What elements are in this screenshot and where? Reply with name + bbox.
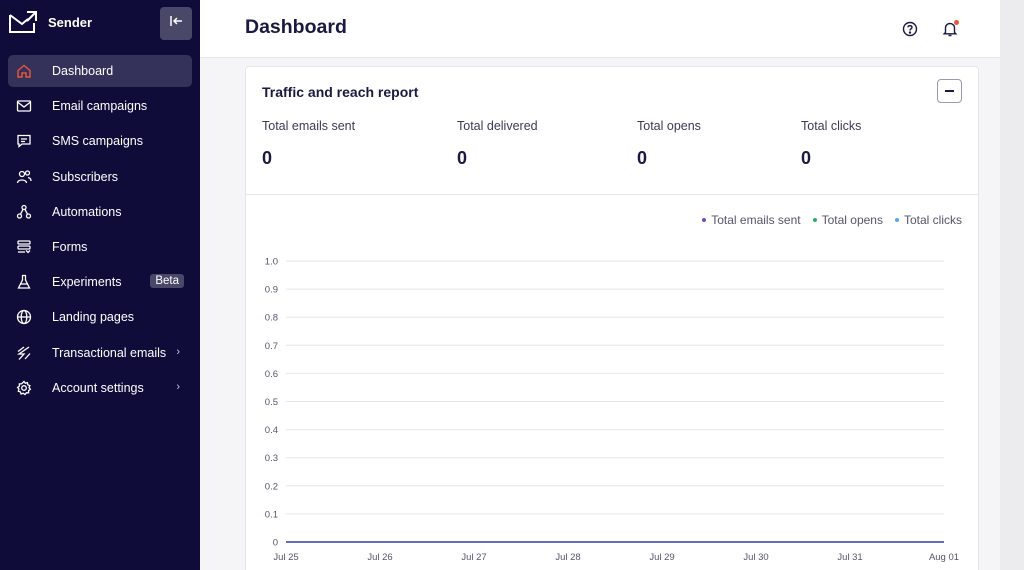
- brand-name: Sender: [48, 14, 93, 30]
- users-icon: [16, 169, 32, 185]
- y-tick-label: 0.1: [265, 509, 278, 520]
- card-title: Traffic and reach report: [262, 84, 419, 100]
- sidebar-nav: Dashboard Email campaigns SMS campaigns …: [8, 55, 192, 407]
- chart-legend: Total emails sent Total opens Total clic…: [702, 213, 962, 227]
- forms-icon: [16, 239, 32, 255]
- sidebar-item-label: Account settings: [52, 380, 144, 395]
- x-tick-label: Jul 26: [367, 552, 392, 563]
- sidebar-item-label: Transactional emails: [52, 345, 167, 360]
- lightning-icon: [16, 345, 32, 361]
- brand[interactable]: Sender: [8, 10, 92, 34]
- stat-total-delivered: Total delivered 0: [457, 119, 538, 169]
- legend-item-emails-sent[interactable]: Total emails sent: [702, 213, 801, 227]
- legend-item-clicks[interactable]: Total clicks: [894, 213, 962, 227]
- x-tick-label: Aug 01: [929, 552, 959, 563]
- sidebar-item-dashboard[interactable]: Dashboard: [8, 55, 192, 87]
- sidebar-item-sms-campaigns[interactable]: SMS campaigns: [8, 125, 192, 157]
- legend-dot: [702, 218, 707, 222]
- y-tick-label: 0.5: [265, 397, 278, 408]
- sidebar-item-label: Landing pages: [52, 310, 135, 325]
- stat-value: 0: [262, 148, 273, 168]
- workflow-icon: [16, 204, 32, 220]
- chat-icon: [16, 133, 32, 149]
- y-tick-label: 0.9: [265, 285, 278, 296]
- stat-value: 0: [457, 148, 468, 168]
- sidebar-item-landing-pages[interactable]: Landing pages: [8, 301, 192, 333]
- stat-label: Total clicks: [801, 119, 862, 133]
- bell-icon[interactable]: [940, 19, 960, 39]
- notification-dot: [954, 20, 959, 25]
- home-icon: [16, 63, 32, 79]
- sidebar-item-label: Email campaigns: [52, 99, 148, 114]
- sidebar-item-subscribers[interactable]: Subscribers: [8, 161, 192, 193]
- page-title: Dashboard: [245, 16, 347, 38]
- legend-label: Total clicks: [903, 213, 962, 227]
- legend-label: Total emails sent: [711, 213, 801, 227]
- y-tick-label: 1.0: [265, 257, 278, 268]
- traffic-reach-card: Traffic and reach report Total emails se…: [245, 66, 979, 570]
- sidebar-item-experiments[interactable]: Experiments Beta: [8, 266, 192, 298]
- y-tick-label: 0.4: [265, 425, 278, 436]
- legend-dot: [812, 218, 817, 222]
- sidebar-item-forms[interactable]: Forms: [8, 231, 192, 263]
- stat-total-emails-sent: Total emails sent 0: [262, 119, 355, 169]
- y-tick-label: 0.7: [265, 341, 278, 352]
- legend-label: Total opens: [821, 213, 883, 227]
- sender-logo-icon: [8, 10, 38, 34]
- y-tick-label: 0.2: [265, 481, 278, 492]
- gear-icon: [16, 380, 32, 396]
- y-tick-label: 0.8: [265, 313, 278, 324]
- sidebar-item-label: SMS campaigns: [52, 134, 144, 149]
- collapse-left-icon: [169, 14, 183, 33]
- sidebar-item-account-settings[interactable]: Account settings ›: [8, 372, 192, 404]
- sidebar-item-email-campaigns[interactable]: Email campaigns: [8, 90, 192, 122]
- chevron-right-icon: ›: [176, 380, 180, 393]
- legend-item-opens[interactable]: Total opens: [812, 213, 883, 227]
- sidebar-item-label: Subscribers: [52, 169, 118, 184]
- y-tick-label: 0.6: [265, 369, 278, 380]
- stat-label: Total delivered: [457, 119, 538, 133]
- stat-label: Total emails sent: [262, 119, 356, 133]
- stat-total-clicks: Total clicks 0: [801, 119, 861, 169]
- sidebar-item-label: Automations: [52, 204, 122, 219]
- collapse-card-button[interactable]: [937, 79, 962, 103]
- stat-value: 0: [637, 148, 648, 168]
- sidebar-item-transactional-emails[interactable]: Transactional emails ›: [8, 337, 192, 369]
- beta-badge: Beta: [150, 274, 184, 289]
- x-tick-label: Jul 28: [555, 552, 580, 563]
- traffic-line-chart: 1.0 0.9 0.8 0.7 0.6 0.5 0.4 0.3 0.2 0.1 0 Jul 25 Jul…: [265, 257, 959, 564]
- stat-total-opens: Total opens 0: [637, 119, 701, 169]
- stat-label: Total opens: [637, 119, 701, 133]
- flask-icon: [16, 274, 32, 290]
- chevron-right-icon: ›: [176, 345, 180, 358]
- page-scrollbar[interactable]: [1000, 0, 1024, 570]
- sidebar-item-label: Forms: [52, 239, 88, 254]
- x-tick-label: Jul 31: [837, 552, 862, 563]
- legend-dot: [894, 218, 899, 222]
- sidebar-item-label: Dashboard: [52, 64, 114, 78]
- x-tick-label: Jul 29: [649, 552, 674, 563]
- x-tick-label: Jul 25: [273, 552, 298, 563]
- minus-icon: [945, 90, 954, 92]
- stat-value: 0: [801, 148, 812, 168]
- globe-icon: [16, 309, 32, 325]
- collapse-sidebar-button[interactable]: [160, 7, 192, 40]
- mail-icon: [16, 98, 32, 114]
- top-bar: Dashboard: [200, 0, 1024, 58]
- help-icon[interactable]: [900, 19, 920, 39]
- sidebar-item-automations[interactable]: Automations: [8, 196, 192, 228]
- x-tick-label: Jul 30: [743, 552, 768, 563]
- sidebar-item-label: Experiments: [52, 275, 122, 290]
- y-tick-label: 0.3: [265, 453, 278, 464]
- divider: [246, 194, 978, 195]
- y-tick-label: 0: [273, 538, 278, 549]
- sidebar: Sender Dashboard Email campaigns: [0, 0, 200, 570]
- x-tick-label: Jul 27: [461, 552, 486, 563]
